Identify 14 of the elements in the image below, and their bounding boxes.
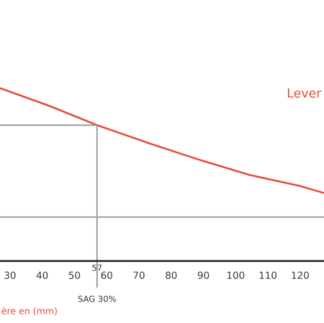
x-tick-label: 70 <box>134 272 144 279</box>
x-tick-label: 110 <box>260 272 277 279</box>
text: SAG 30% <box>78 296 116 302</box>
x-tick-label: 60 <box>101 272 112 279</box>
x-axis-title: ère en (mm) <box>2 306 57 316</box>
x-tick-label: 90 <box>198 272 209 279</box>
x-tick-label: 80 <box>166 272 177 279</box>
chart-title: Lever <box>288 88 322 98</box>
x-tick-label: 50 <box>69 272 80 279</box>
x-tick-label: 100 <box>227 272 244 279</box>
ref-line-label: 57 <box>92 264 102 271</box>
x-tick-label: 30 <box>4 272 16 279</box>
x-tick-label: 40 <box>36 272 48 279</box>
x-tick-label: 120 <box>292 272 309 279</box>
